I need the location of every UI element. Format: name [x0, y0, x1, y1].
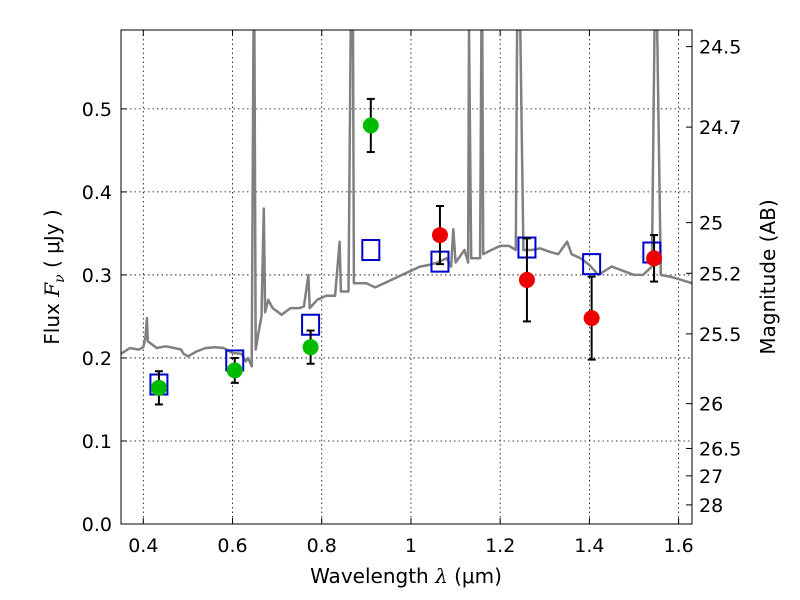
y-tick-label: 0.0 — [82, 514, 112, 536]
data-point — [518, 271, 535, 288]
y-axis-title-symbol: F — [40, 282, 64, 298]
magnitude-tick-label: 25.2 — [699, 263, 741, 285]
x-axis-title: Wavelength λ (μm) — [310, 564, 502, 588]
x-tick-label: 0.8 — [307, 535, 337, 557]
magnitude-tick-label: 26 — [699, 394, 723, 416]
model-square-point — [361, 239, 381, 262]
y-tick-label: 0.5 — [82, 99, 112, 121]
y-tick-label: 0.4 — [82, 182, 112, 204]
x-tick-label: 1.4 — [574, 535, 604, 557]
magnitude-axis-title: Magnitude (AB) — [756, 199, 780, 354]
magnitude-tick-label: 24.5 — [699, 37, 741, 59]
x-axis-title-symbol: λ — [434, 564, 448, 588]
data-point — [302, 339, 319, 356]
data-point — [150, 379, 167, 396]
magnitude-tick-label: 26.5 — [699, 438, 741, 460]
x-tick-label: 1.2 — [485, 535, 515, 557]
x-tick-label: 1 — [405, 535, 417, 557]
x-tick-label: 1.6 — [664, 535, 694, 557]
y-tick-label: 0.2 — [82, 348, 112, 370]
y-tick-label: 0.3 — [82, 265, 112, 287]
plot-area — [121, 30, 692, 406]
model-square-point — [582, 253, 602, 276]
magnitude-tick-label: 25 — [699, 213, 723, 235]
x-tick-label: 0.6 — [217, 535, 247, 557]
magnitude-tick-label: 27 — [699, 466, 723, 488]
spectrum-line — [121, 30, 692, 368]
data-point — [431, 227, 448, 244]
plot-frame — [120, 29, 693, 525]
y-axis: 0.0 0.1 0.2 0.3 0.4 0.5 — [82, 99, 127, 536]
magnitude-axis: 24.5 24.7 25 25.2 25.5 26 26.5 27 28 — [686, 37, 741, 517]
y-axis-title-subscript: ν — [52, 274, 68, 283]
y-tick-label: 0.1 — [82, 431, 112, 453]
data-point — [226, 362, 243, 379]
x-axis: 0.4 0.6 0.8 1 1.2 1.4 1.6 — [128, 30, 694, 557]
x-tick-label: 0.4 — [128, 535, 158, 557]
y-axis-title: Flux Fν ( μJy ) — [40, 209, 68, 344]
magnitude-tick-label: 24.7 — [699, 117, 741, 139]
magnitude-tick-label: 25.5 — [699, 324, 741, 346]
magnitude-tick-label: 28 — [699, 495, 723, 517]
data-point — [583, 310, 600, 327]
data-point — [362, 117, 379, 134]
data-point — [646, 250, 663, 267]
